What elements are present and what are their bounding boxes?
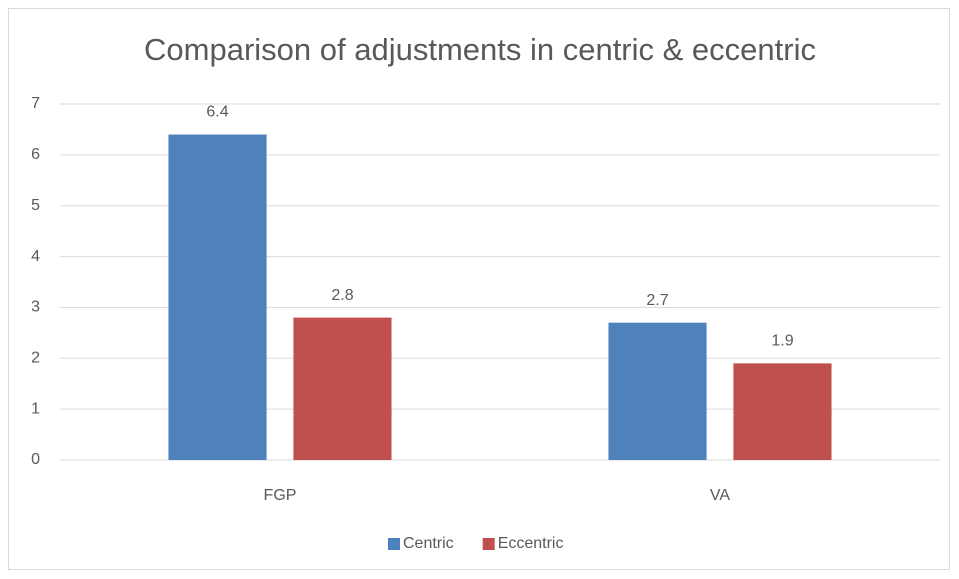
bar <box>293 317 392 460</box>
y-tick-label: 4 <box>31 248 40 265</box>
bar <box>168 134 267 460</box>
data-label: 2.8 <box>331 287 353 304</box>
y-tick-label: 5 <box>31 197 40 214</box>
y-tick-label: 0 <box>31 451 40 468</box>
chart-border <box>8 8 950 570</box>
y-tick-label: 3 <box>31 299 40 316</box>
bar <box>608 322 707 460</box>
legend-label: Centric <box>403 535 454 552</box>
chart-title: Comparison of adjustments in centric & e… <box>144 32 816 67</box>
bar <box>733 363 832 460</box>
y-tick-label: 6 <box>31 146 40 163</box>
x-tick-label: VA <box>710 487 730 504</box>
y-tick-label: 2 <box>31 350 40 367</box>
legend-label: Eccentric <box>498 535 564 552</box>
legend-swatch <box>388 538 400 550</box>
data-label: 6.4 <box>206 104 228 121</box>
y-tick-label: 7 <box>31 95 40 112</box>
legend-swatch <box>482 538 495 550</box>
data-label: 2.7 <box>646 292 668 309</box>
y-tick-label: 1 <box>31 400 40 417</box>
x-tick-label: FGP <box>264 487 297 504</box>
data-label: 1.9 <box>771 333 793 350</box>
